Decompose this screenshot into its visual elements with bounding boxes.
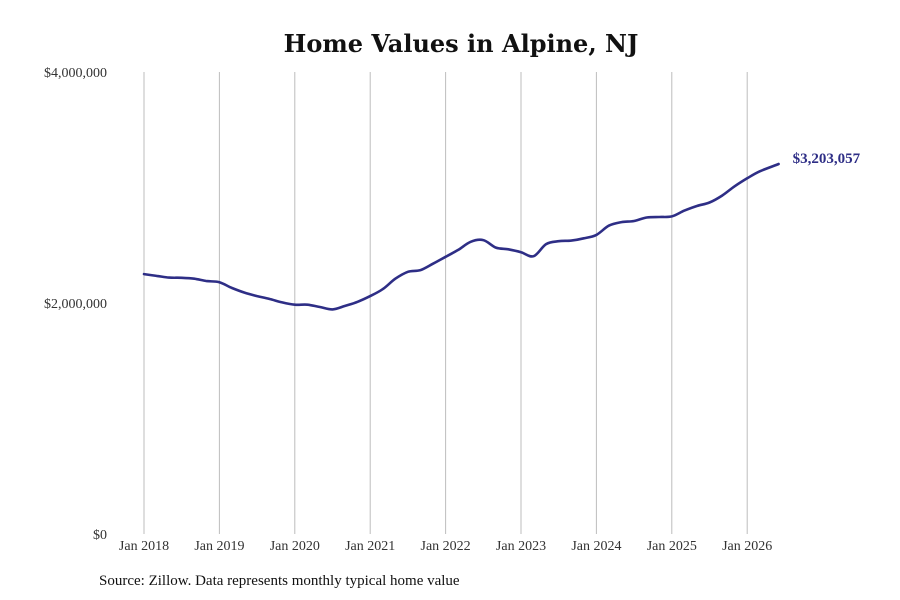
x-tick-label: Jan 2018 [119, 539, 169, 554]
x-tick-label: Jan 2024 [571, 539, 621, 554]
chart-title: Home Values in Alpine, NJ [284, 29, 639, 58]
x-tick-label: Jan 2025 [647, 539, 697, 554]
x-tick-label: Jan 2023 [496, 539, 546, 554]
y-tick-label: $0 [93, 528, 107, 543]
x-tick-label: Jan 2021 [345, 539, 395, 554]
x-tick-label: Jan 2022 [421, 539, 471, 554]
vertical-grid [143, 72, 748, 534]
y-tick-label: $2,000,000 [44, 297, 107, 312]
source-note: Source: Zillow. Data represents monthly … [99, 573, 460, 589]
x-tick-label: Jan 2026 [722, 539, 772, 554]
x-axis-ticks: Jan 2018 Jan 2019 Jan 2020 Jan 2021 Jan 2022… [119, 539, 772, 554]
y-tick-label: $4,000,000 [44, 66, 107, 81]
line-chart: Home Values in Alpine, NJ $0 $2,000,000 $4… [44, 29, 861, 554]
y-axis-ticks: $0 $2,000,000 $4,000,000 [44, 66, 107, 543]
x-tick-label: Jan 2019 [194, 539, 244, 554]
series-line [142, 162, 780, 311]
end-value-label: $3,203,057 [793, 151, 861, 167]
x-tick-label: Jan 2020 [270, 539, 320, 554]
